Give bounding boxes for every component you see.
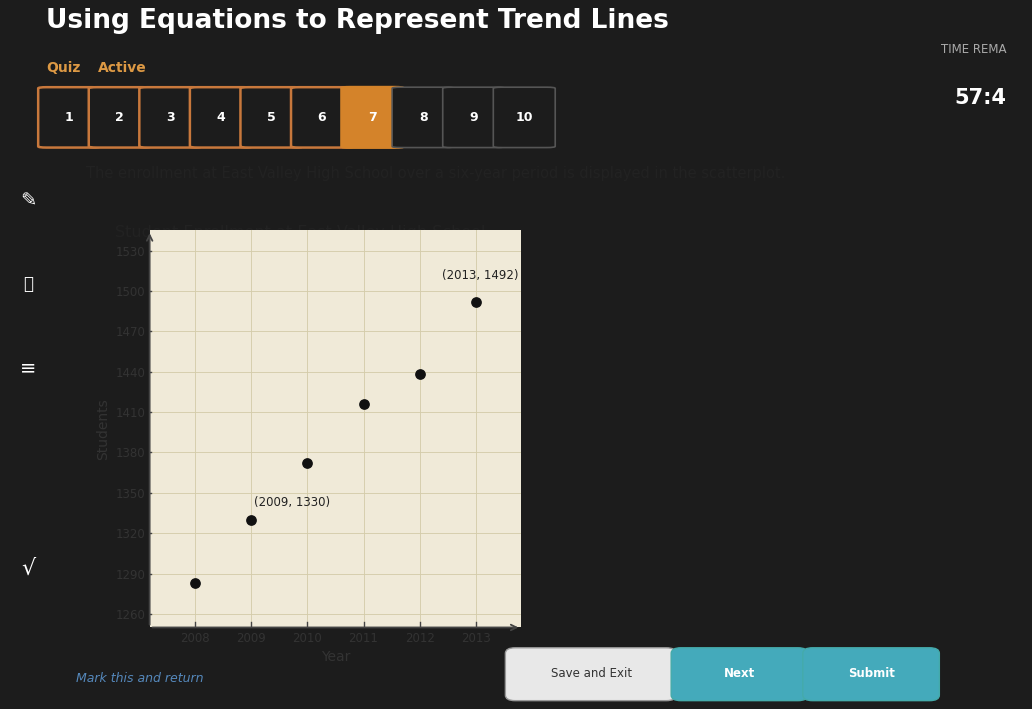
Point: [187, 577, 203, 588]
Text: 3: 3: [166, 111, 174, 124]
Point: [467, 296, 484, 308]
Text: 8: 8: [419, 111, 427, 124]
FancyBboxPatch shape: [493, 87, 555, 147]
Text: 7: 7: [368, 111, 377, 124]
Text: ≡: ≡: [21, 358, 36, 377]
Text: ⓗ: ⓗ: [24, 275, 33, 293]
Text: 9: 9: [470, 111, 478, 124]
Text: Active: Active: [98, 61, 147, 75]
Text: 5: 5: [267, 111, 276, 124]
Text: Student Enrollment at East Valley High School: Student Enrollment at East Valley High S…: [116, 225, 486, 240]
Text: 10: 10: [516, 111, 533, 124]
Point: [355, 398, 372, 410]
Text: (2013, 1492): (2013, 1492): [443, 269, 519, 281]
Point: [412, 369, 428, 380]
Text: (2009, 1330): (2009, 1330): [254, 496, 330, 509]
Text: 2: 2: [116, 111, 124, 124]
Text: 57:4: 57:4: [955, 89, 1006, 108]
X-axis label: Year: Year: [321, 650, 350, 664]
FancyBboxPatch shape: [291, 87, 353, 147]
Text: Using Equations to Represent Trend Lines: Using Equations to Represent Trend Lines: [46, 8, 670, 33]
FancyBboxPatch shape: [392, 87, 454, 147]
Text: Save and Exit: Save and Exit: [551, 667, 632, 681]
FancyBboxPatch shape: [671, 648, 808, 700]
FancyBboxPatch shape: [38, 87, 100, 147]
FancyBboxPatch shape: [139, 87, 201, 147]
Text: 1: 1: [65, 111, 73, 124]
Text: 4: 4: [217, 111, 225, 124]
FancyBboxPatch shape: [342, 87, 404, 147]
Point: [299, 457, 316, 469]
Text: 6: 6: [318, 111, 326, 124]
FancyBboxPatch shape: [443, 87, 505, 147]
Text: √: √: [22, 559, 35, 579]
Text: Mark this and return: Mark this and return: [76, 672, 203, 685]
Point: [243, 514, 259, 525]
Text: Submit: Submit: [847, 667, 895, 681]
FancyBboxPatch shape: [89, 87, 151, 147]
Text: ✎: ✎: [21, 191, 36, 211]
Text: Quiz: Quiz: [46, 61, 80, 75]
FancyBboxPatch shape: [803, 648, 939, 700]
FancyBboxPatch shape: [506, 648, 676, 700]
Text: The enrollment at East Valley High School over a six-year period is displayed in: The enrollment at East Valley High Schoo…: [86, 167, 785, 182]
Y-axis label: Students: Students: [96, 398, 110, 460]
Text: TIME REMA: TIME REMA: [941, 43, 1006, 56]
FancyBboxPatch shape: [240, 87, 302, 147]
Text: Next: Next: [723, 667, 755, 681]
FancyBboxPatch shape: [190, 87, 252, 147]
